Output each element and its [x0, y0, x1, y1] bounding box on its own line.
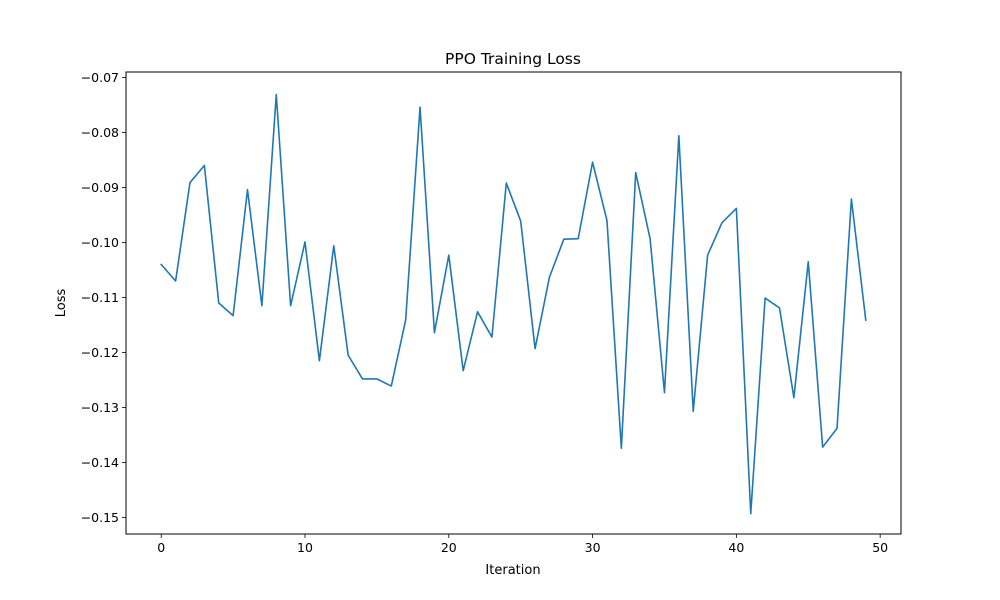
x-axis-label: Iteration	[485, 563, 540, 578]
x-tick-label: 0	[157, 540, 165, 555]
y-axis: −0.15 −0.14 −0.13 −0.12 −0.11 −0.10 −0.09 −0.08…	[81, 70, 126, 525]
y-tick-label: −0.10	[81, 235, 119, 250]
x-tick-label: 30	[585, 540, 601, 555]
series-line-0	[160, 93, 867, 515]
y-axis-label: Loss	[54, 289, 69, 318]
x-tick-label: 40	[728, 540, 744, 555]
y-tick-label: −0.14	[81, 455, 119, 470]
y-tick-label: −0.09	[81, 180, 119, 195]
x-axis: 0 10 20 30 40 50	[157, 534, 888, 555]
y-tick-label: −0.13	[81, 400, 119, 415]
x-tick-label: 50	[872, 540, 888, 555]
chart-title: PPO Training Loss	[445, 50, 581, 68]
plot-frame	[125, 71, 902, 535]
y-tick-label: −0.15	[81, 510, 119, 525]
y-tick-label: −0.08	[81, 125, 119, 140]
plot-area	[160, 93, 867, 515]
x-tick-label: 20	[441, 540, 457, 555]
x-tick-label: 10	[297, 540, 313, 555]
y-tick-label: −0.11	[81, 290, 119, 305]
y-tick-label: −0.07	[81, 70, 119, 85]
y-tick-label: −0.12	[81, 345, 119, 360]
